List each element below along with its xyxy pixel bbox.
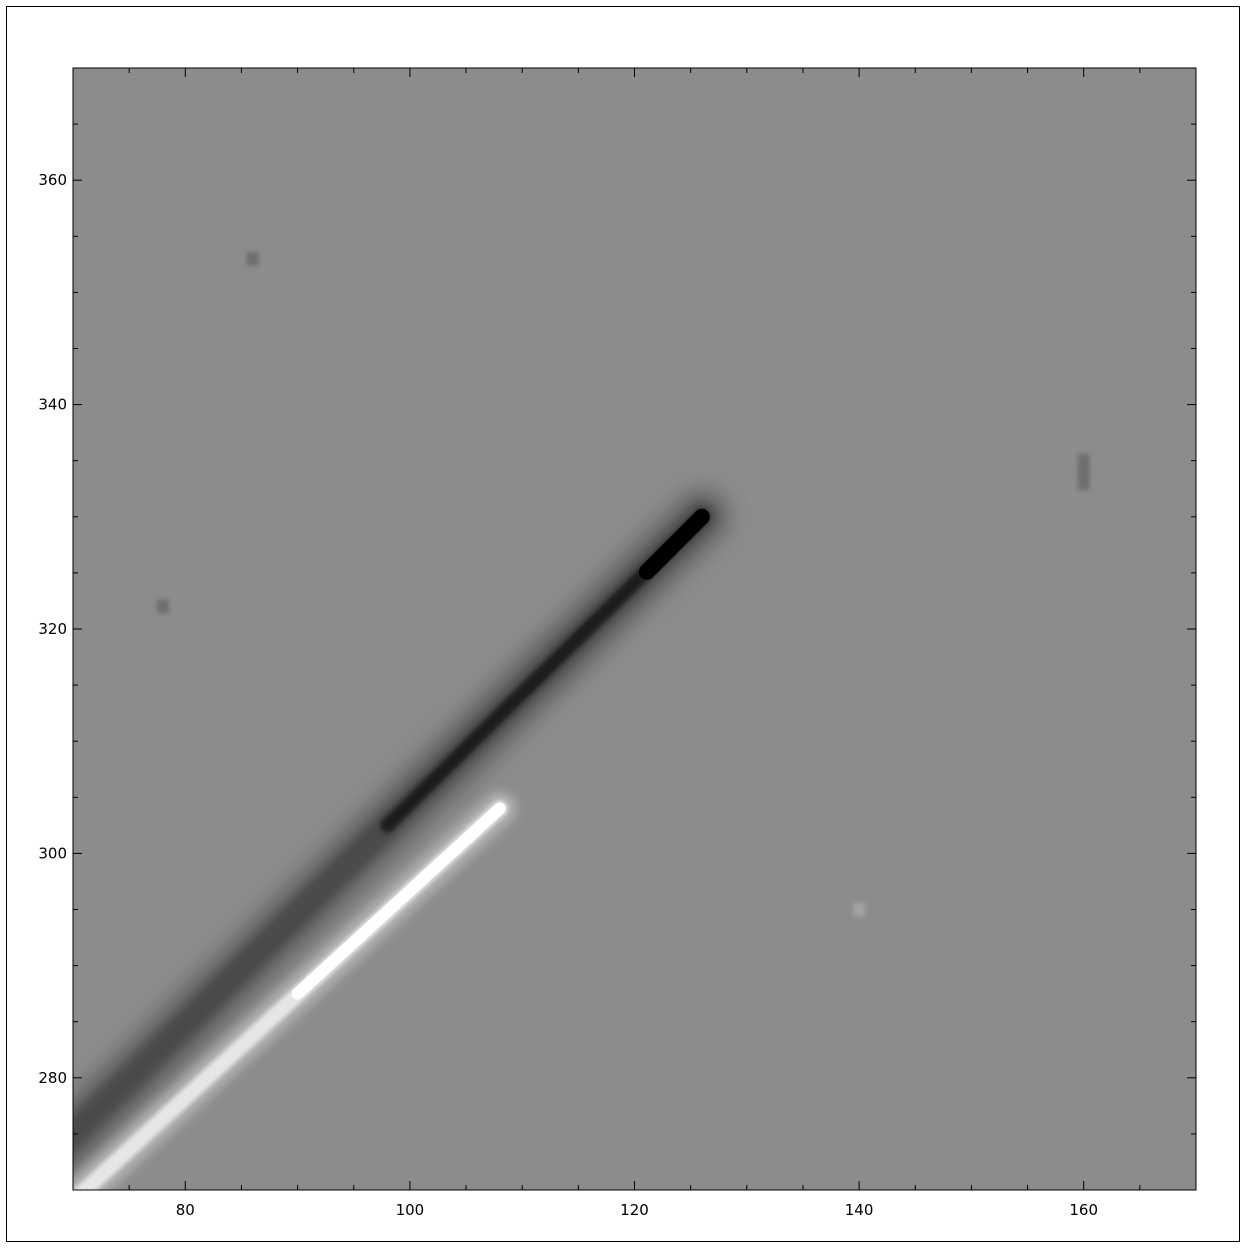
dark-spot [246,251,259,266]
axis-ticks [73,68,1196,1190]
dark-spot [156,599,169,614]
dark-spot [1077,453,1090,490]
x-tick-label: 80 [176,1201,195,1219]
y-tick-label: 360 [38,171,67,189]
x-tick-label: 140 [845,1201,874,1219]
dark-streak-tip [638,508,710,580]
y-tick-label: 320 [38,620,67,638]
x-tick-label: 160 [1069,1201,1098,1219]
image-background [73,68,1196,1190]
image-features [73,251,1090,1190]
y-tick-label: 300 [38,844,67,862]
light-spot [853,902,866,917]
x-tick-label: 100 [396,1201,425,1219]
axis-tick-labels: 80 100 120 140 160 280 300 320 340 360 [38,171,1098,1219]
figure-frame [6,6,1240,1242]
y-tick-label: 340 [38,396,67,414]
y-tick-label: 280 [38,1069,67,1087]
x-tick-label: 120 [620,1201,649,1219]
bright-streak-core [291,802,506,1000]
